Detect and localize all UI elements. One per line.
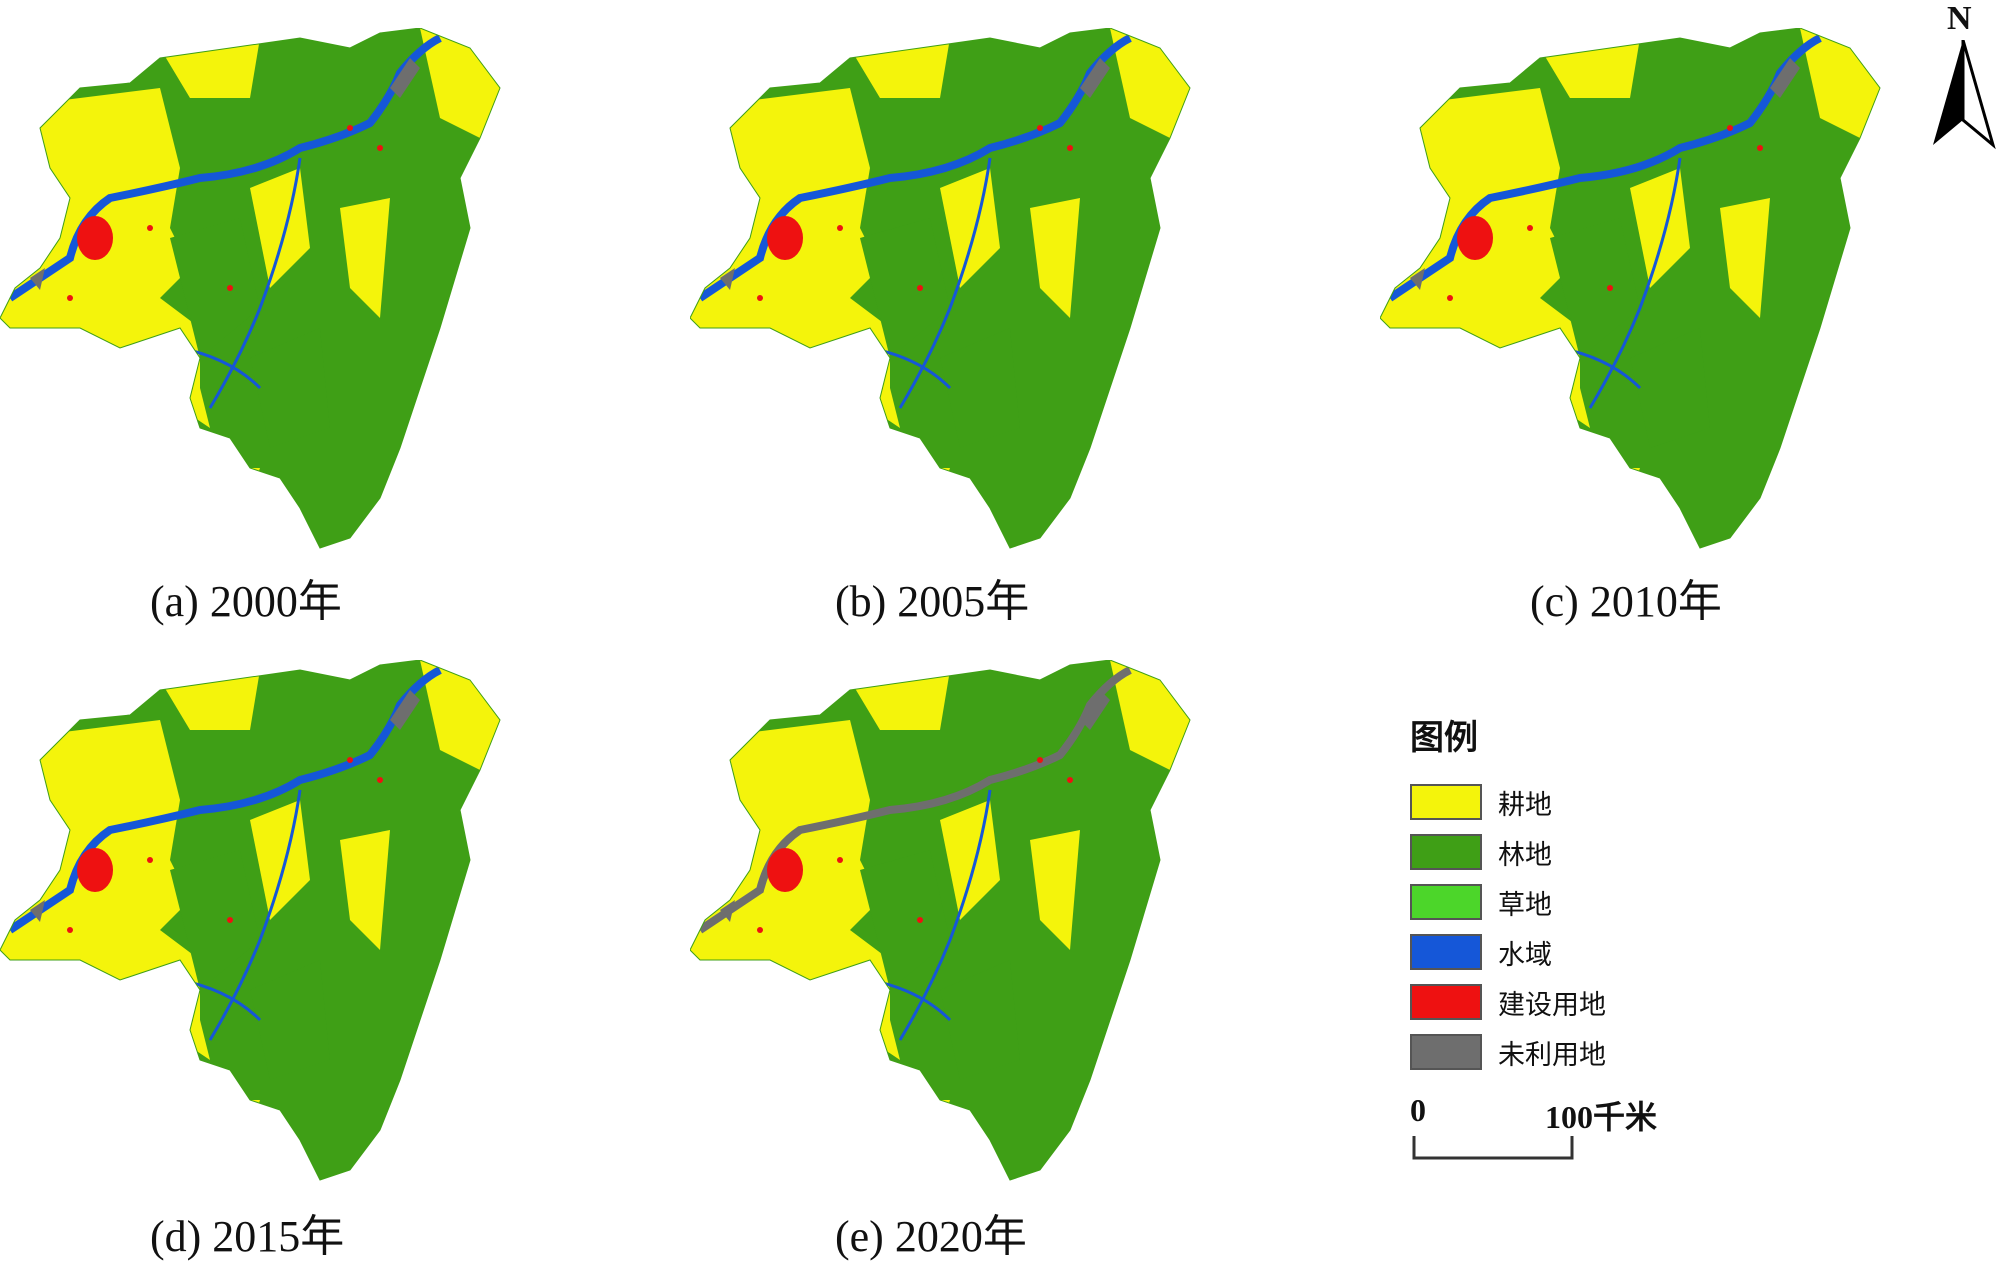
legend-swatch — [1410, 1034, 1482, 1070]
north-arrow-icon — [1933, 40, 1996, 150]
north-arrow: N — [1925, 0, 2000, 150]
scale-end: 100千米 — [1545, 1099, 1658, 1135]
legend-item: 林地 — [1410, 827, 1730, 877]
legend-item: 水域 — [1410, 927, 1730, 977]
scale-bar: 0 100千米 — [1410, 1092, 1710, 1162]
land-use-map — [0, 660, 501, 1181]
map-caption-2020: (e) 2020年 — [835, 1212, 1027, 1261]
legend-label: 草地 — [1498, 889, 1552, 921]
legend-swatch — [1410, 834, 1482, 870]
legend-label: 未利用地 — [1498, 1039, 1606, 1071]
land-use-map — [1380, 28, 1881, 549]
legend-swatch — [1410, 784, 1482, 820]
map-caption-2015: (d) 2015年 — [150, 1212, 345, 1261]
legend-swatch — [1410, 934, 1482, 970]
map-panel-2015 — [0, 660, 560, 1220]
north-label: N — [1947, 0, 1972, 37]
legend-label: 水域 — [1498, 939, 1552, 971]
map-caption-2005: (b) 2005年 — [835, 577, 1030, 626]
map-caption-2000: (a) 2000年 — [150, 577, 342, 626]
map-caption-2010: (c) 2010年 — [1530, 577, 1722, 626]
legend-item: 未利用地 — [1410, 1027, 1730, 1077]
map-panel-2010 — [1380, 28, 1940, 588]
map-panel-2000 — [0, 28, 560, 588]
scale-start: 0 — [1410, 1092, 1426, 1128]
land-use-map — [690, 660, 1191, 1181]
legend: 图例 耕地林地草地水域建设用地未利用地 — [1410, 710, 1730, 1077]
map-panel-2020 — [690, 660, 1250, 1220]
legend-label: 耕地 — [1498, 789, 1552, 821]
scale-bar-line — [1412, 1136, 1574, 1160]
legend-title: 图例 — [1410, 718, 1478, 758]
legend-item: 建设用地 — [1410, 977, 1730, 1027]
map-panel-2005 — [690, 28, 1250, 588]
legend-swatch — [1410, 984, 1482, 1020]
land-use-map — [690, 28, 1191, 549]
legend-swatch — [1410, 884, 1482, 920]
legend-item: 耕地 — [1410, 777, 1730, 827]
legend-label: 林地 — [1498, 839, 1552, 871]
land-use-map — [0, 28, 501, 549]
legend-label: 建设用地 — [1498, 989, 1606, 1021]
legend-item: 草地 — [1410, 877, 1730, 927]
